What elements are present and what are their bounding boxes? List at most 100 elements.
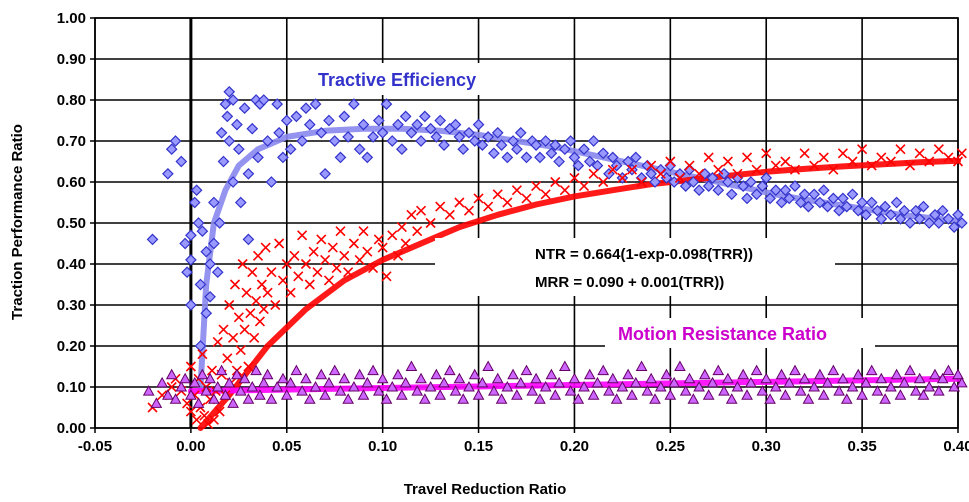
tractive-efficiency-point — [706, 172, 719, 184]
motion-resistance-point — [254, 389, 266, 400]
tractive-efficiency-point — [737, 180, 750, 192]
tractive-efficiency-point — [802, 200, 815, 213]
motion-resistance-label-bg — [605, 318, 875, 348]
tractive-efficiency-point — [185, 254, 197, 266]
motion-resistance-point — [885, 380, 897, 392]
motion-resistance-point — [338, 372, 351, 384]
motion-resistance-point — [491, 372, 504, 384]
tractive-efficiency-point — [488, 147, 500, 160]
motion-resistance-point — [296, 385, 308, 396]
tractive-efficiency-point — [449, 118, 462, 131]
tractive-efficiency-point — [564, 135, 577, 147]
motion-resistance-point — [553, 376, 565, 388]
motion-resistance-point — [334, 385, 347, 396]
motion-resistance-point — [654, 380, 667, 392]
tractive-efficiency-point — [338, 110, 351, 123]
net-traction-point — [206, 365, 218, 376]
tractive-efficiency-point — [472, 118, 485, 131]
tractive-efficiency-point — [227, 176, 239, 188]
net-traction-point — [181, 398, 193, 409]
net-traction-point — [304, 279, 315, 290]
net-traction-point — [741, 152, 753, 163]
motion-resistance-point — [641, 385, 654, 396]
motion-resistance-point — [649, 393, 661, 404]
tractive-efficiency-point — [942, 213, 955, 225]
tractive-efficiency-point — [545, 147, 558, 160]
net-traction-point — [247, 267, 258, 278]
net-traction-point — [809, 160, 820, 171]
net-traction-point — [323, 275, 335, 286]
net-traction-point — [828, 164, 839, 175]
net-traction-point — [607, 164, 618, 175]
tractive-efficiency-point — [597, 147, 610, 160]
net-traction-point — [483, 201, 494, 212]
net-traction-point — [876, 152, 887, 163]
data-points — [142, 85, 968, 429]
tractive-efficiency-point — [929, 208, 941, 221]
net-traction-point — [214, 406, 225, 417]
tractive-efficiency-point — [629, 151, 642, 164]
tractive-efficiency-point — [856, 196, 868, 209]
tractive-efficiency-point — [221, 110, 234, 123]
motion-resistance-point — [215, 364, 228, 376]
motion-resistance-point — [246, 380, 259, 392]
tractive-efficiency-point — [353, 143, 366, 156]
x-tick-label: 0.40 — [943, 438, 969, 455]
motion-resistance-point — [737, 368, 750, 380]
tractive-efficiency-point — [808, 188, 821, 201]
tractive-efficiency-point — [395, 143, 408, 156]
y-tick-label: 1.00 — [57, 10, 86, 27]
motion-resistance-point — [463, 380, 475, 392]
y-axis-label: Traction Performance Ratio — [9, 124, 26, 320]
net-traction-point — [293, 271, 304, 282]
x-tick-label: 0.30 — [752, 438, 781, 455]
y-tick-label: 0.50 — [57, 215, 86, 232]
net-traction-point — [197, 349, 208, 360]
motion-resistance-point — [583, 368, 596, 380]
net-traction-point — [377, 242, 388, 253]
tractive-efficiency-point — [223, 135, 236, 147]
net-traction-point — [392, 250, 404, 261]
tractive-efficiency-point — [208, 196, 220, 209]
x-tick-label: 0.10 — [368, 438, 397, 455]
motion-resistance-point — [415, 372, 427, 384]
tractive-efficiency-point — [361, 151, 374, 164]
motion-resistance-point — [395, 389, 408, 400]
net-traction-point — [578, 181, 590, 192]
tractive-efficiency-point — [217, 155, 230, 168]
motion-resistance-point — [706, 376, 719, 388]
tractive-efficiency-point — [514, 126, 527, 139]
tractive-efficiency-point — [204, 258, 216, 270]
net-traction-point — [761, 148, 772, 159]
tractive-efficiency-point — [840, 200, 853, 213]
motion-resistance-point — [626, 389, 638, 400]
motion-resistance-point — [284, 376, 297, 388]
net-traction-point — [444, 209, 455, 220]
motion-resistance-point — [211, 380, 224, 392]
motion-resistance-point — [890, 368, 903, 380]
net-traction-point — [368, 263, 379, 274]
motion-resistance-point — [208, 393, 220, 404]
net-traction-point — [260, 242, 271, 253]
tractive-efficiency-point — [219, 98, 232, 110]
tractive-efficiency-point — [852, 204, 865, 217]
tractive-efficiency-point — [223, 85, 236, 98]
net-traction-point — [646, 160, 657, 171]
net-traction-point — [454, 197, 465, 208]
motion-resistance-point — [549, 389, 562, 400]
net-traction-point — [956, 148, 967, 159]
tractive-efficiency-point — [194, 278, 207, 291]
net-traction-point — [463, 205, 475, 216]
net-traction-point — [713, 164, 724, 175]
tractive-efficiency-point — [534, 151, 546, 164]
tractive-efficiency-point — [530, 139, 542, 151]
tractive-efficiency-point — [501, 151, 514, 164]
net-traction-point — [191, 414, 202, 425]
motion-resistance-point — [142, 385, 155, 396]
net-traction-point — [521, 193, 532, 204]
mrr-equation-label: MRR = 0.090 + 0.001(TRR)) — [535, 274, 724, 291]
net-traction-point — [636, 176, 647, 188]
tractive-efficiency-point — [319, 167, 331, 180]
net-traction-point — [626, 164, 638, 175]
tractive-efficiency-point — [948, 221, 961, 233]
